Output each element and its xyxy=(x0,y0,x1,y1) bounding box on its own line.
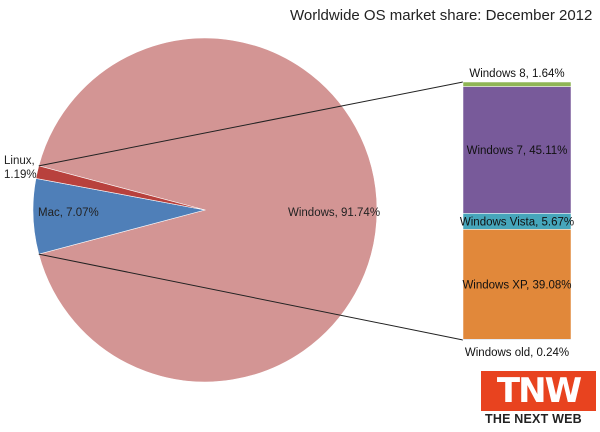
bar-labels: Windows 8, 1.64% Windows 7, 45.11% Windows… xyxy=(460,68,574,359)
tnw-logo: TNW THE NEXT WEB xyxy=(481,371,596,429)
connector-line-bottom xyxy=(38,253,464,341)
pie-label-linux-line-2: 1.19% xyxy=(4,169,37,181)
tnw-logo-text: THE NEXT WEB xyxy=(485,412,582,426)
bar-segment-windows-xp xyxy=(462,229,572,340)
pie-labels: Windows, 91.74% Mac, 7.07% Linux, 1.19% xyxy=(4,155,380,219)
pie-label-mac: Mac, 7.07% xyxy=(38,207,99,219)
chart-title: Worldwide OS market share: December 2012 xyxy=(290,7,592,24)
bar-segment-windows-7 xyxy=(462,86,572,214)
tnw-logo-letters: TNW xyxy=(481,371,596,411)
pie-label-linux-line-1: Linux, xyxy=(4,155,35,167)
pie-slice-linux xyxy=(35,165,206,211)
bar-label-windows-7: Windows 7, 45.11% xyxy=(467,145,568,157)
pie-label-windows: Windows, 91.74% xyxy=(288,207,380,219)
pie-chart xyxy=(32,37,378,383)
connector-lines xyxy=(38,81,464,341)
bar-label-windows-xp: Windows XP, 39.08% xyxy=(462,279,571,291)
bar-label-windows-old: Windows old, 0.24% xyxy=(465,347,569,359)
connector-line-top xyxy=(38,81,464,167)
stacked-bar xyxy=(462,81,572,341)
bar-label-windows-vista: Windows Vista, 5.67% xyxy=(460,216,574,228)
bar-label-windows-8: Windows 8, 1.64% xyxy=(469,68,564,80)
pie-slice-windows xyxy=(38,37,378,383)
bar-segment-windows-8 xyxy=(462,81,572,87)
bar-segment-windows-old xyxy=(462,339,572,341)
